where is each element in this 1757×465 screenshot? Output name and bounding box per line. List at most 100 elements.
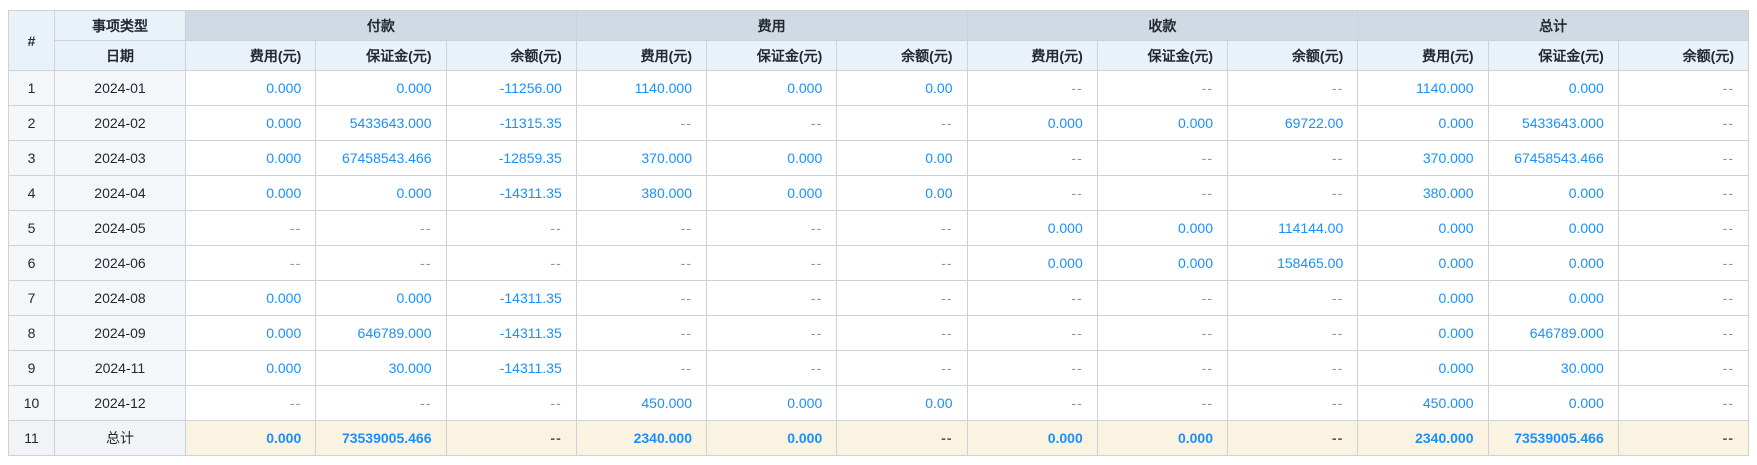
- cell-value: --: [1617, 245, 1750, 281]
- cell-value: --: [575, 245, 708, 281]
- monthly-summary-table: # 事项类型 付款 费用 收款 总计 日期 费用(元) 保证金(元) 余额(元)…: [8, 10, 1750, 456]
- cell-value: --: [705, 280, 838, 316]
- row-index: 11: [8, 420, 55, 456]
- cell-value: --: [1226, 280, 1359, 316]
- cell-value: 0.00: [836, 385, 968, 421]
- group-header-fee: 费用: [575, 10, 968, 41]
- cell-value: 0.000: [966, 210, 1098, 246]
- table-row: 1 2024-01 0.000 0.000 -11256.00 1140.000 0.000…: [8, 70, 1750, 106]
- cell-value: -14311.35: [445, 315, 577, 351]
- cell-value: 0.000: [184, 280, 317, 316]
- cell-value: --: [315, 210, 447, 246]
- cell-value: --: [575, 350, 708, 386]
- cell-value: 0.000: [966, 420, 1098, 456]
- group-header-receipt: 收款: [966, 10, 1359, 41]
- group-header-row: # 事项类型 付款 费用 收款 总计: [8, 10, 1749, 71]
- cell-value: --: [1617, 105, 1750, 141]
- row-index: 5: [8, 210, 55, 246]
- table-row: 6 2024-06 -- -- -- -- -- -- 0.000 0.000 158465.00 0…: [8, 245, 1750, 281]
- cell-value: --: [1226, 315, 1359, 351]
- summary-table-container: # 事项类型 付款 费用 收款 总计 日期 费用(元) 保证金(元) 余额(元)…: [8, 10, 1750, 456]
- cell-value: --: [1096, 315, 1229, 351]
- fee-fee-header: 费用(元): [575, 40, 708, 71]
- cell-value: --: [1617, 175, 1750, 211]
- cell-value: 0.000: [1357, 350, 1489, 386]
- table-row: 3 2024-03 0.000 67458543.466 -12859.35 370.00…: [8, 140, 1750, 176]
- cell-value: --: [836, 350, 968, 386]
- payment-fee-header: 费用(元): [184, 40, 317, 71]
- row-label-total: 总计: [54, 420, 186, 456]
- cell-value: --: [315, 245, 447, 281]
- cell-value: --: [836, 105, 968, 141]
- cell-value: --: [1617, 420, 1750, 456]
- cell-value: 0.000: [1357, 315, 1489, 351]
- cell-value: 30.000: [315, 350, 447, 386]
- sub-header-row: 日期 费用(元) 保证金(元) 余额(元) 费用(元) 保证金(元) 余额(元)…: [9, 40, 1750, 71]
- cell-value: 0.000: [184, 315, 317, 351]
- cell-value: 0.00: [836, 175, 968, 211]
- cell-value: --: [966, 385, 1098, 421]
- cell-value: 646789.000: [1487, 315, 1619, 351]
- row-index: 1: [8, 70, 55, 106]
- cell-value: 0.000: [1487, 280, 1619, 316]
- cell-value: 0.000: [1096, 420, 1229, 456]
- cell-value: 2340.000: [1357, 420, 1489, 456]
- row-date: 2024-09: [54, 315, 186, 351]
- row-date: 2024-12: [54, 385, 186, 421]
- table-header: # 事项类型 付款 费用 收款 总计 日期 费用(元) 保证金(元) 余额(元)…: [8, 10, 1750, 71]
- cell-value: 0.000: [705, 385, 838, 421]
- payment-balance-header: 余额(元): [445, 40, 577, 71]
- cell-value: --: [966, 350, 1098, 386]
- cell-value: 0.000: [705, 175, 838, 211]
- cell-value: 73539005.466: [315, 420, 447, 456]
- cell-value: --: [1096, 385, 1229, 421]
- cell-value: 450.000: [575, 385, 708, 421]
- row-date: 2024-08: [54, 280, 186, 316]
- cell-value: 73539005.466: [1487, 420, 1619, 456]
- cell-value: --: [966, 280, 1098, 316]
- group-header-total: 总计: [1357, 10, 1749, 41]
- cell-value: 380.000: [1357, 175, 1489, 211]
- fee-balance-header: 余额(元): [836, 40, 968, 71]
- cell-value: --: [705, 350, 838, 386]
- row-date: 2024-04: [54, 175, 186, 211]
- cell-value: 5433643.000: [315, 105, 447, 141]
- cell-value: --: [1617, 350, 1750, 386]
- receipt-balance-header: 余额(元): [1226, 40, 1359, 71]
- cell-value: 0.000: [966, 105, 1098, 141]
- cell-value: --: [575, 105, 708, 141]
- cell-value: --: [1617, 280, 1750, 316]
- row-date: 2024-06: [54, 245, 186, 281]
- cell-value: --: [1226, 140, 1359, 176]
- cell-value: 0.000: [1096, 210, 1229, 246]
- cell-value: 0.000: [1487, 245, 1619, 281]
- receipt-fee-header: 费用(元): [966, 40, 1098, 71]
- cell-value: -11315.35: [445, 105, 577, 141]
- cell-value: --: [1226, 420, 1359, 456]
- row-index: 7: [8, 280, 55, 316]
- cell-value: -12859.35: [445, 140, 577, 176]
- cell-value: 67458543.466: [1487, 140, 1619, 176]
- cell-value: 0.000: [1487, 210, 1619, 246]
- total-row: 11 总计 0.000 73539005.466 -- 2340.000 0.000 -- 0.…: [8, 420, 1750, 456]
- cell-value: --: [1617, 385, 1750, 421]
- cell-value: 2340.000: [575, 420, 708, 456]
- cell-value: 114144.00: [1226, 210, 1359, 246]
- table-row: 10 2024-12 -- -- -- 450.000 0.000 0.00 -- -- -- 450…: [8, 385, 1750, 421]
- cell-value: --: [1617, 140, 1750, 176]
- cell-value: --: [445, 245, 577, 281]
- cell-value: 0.000: [705, 70, 838, 106]
- cell-value: --: [836, 315, 968, 351]
- row-index: 4: [8, 175, 55, 211]
- cell-value: --: [1617, 70, 1750, 106]
- cell-value: --: [184, 210, 317, 246]
- cell-value: --: [705, 315, 838, 351]
- cell-value: 69722.00: [1226, 105, 1359, 141]
- cell-value: 0.00: [836, 70, 968, 106]
- row-index: 2: [8, 105, 55, 141]
- cell-value: --: [836, 210, 968, 246]
- cell-value: 158465.00: [1226, 245, 1359, 281]
- cell-value: 30.000: [1487, 350, 1619, 386]
- cell-value: 646789.000: [315, 315, 447, 351]
- cell-value: --: [1096, 350, 1229, 386]
